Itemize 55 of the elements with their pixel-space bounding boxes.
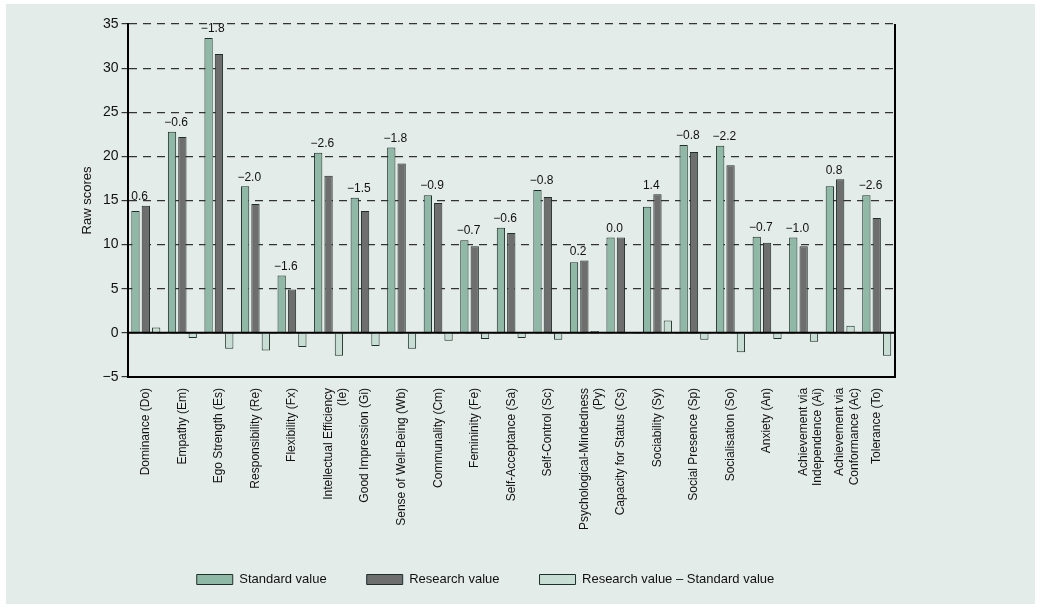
x-tick-label: Sociability (Sy) bbox=[649, 387, 664, 468]
x-tick-label: Femininity (Fe) bbox=[467, 387, 482, 468]
legend-label: Research value bbox=[409, 571, 500, 587]
x-tick-label: Self-Control (Sc) bbox=[540, 387, 555, 477]
annotation: −1.8 bbox=[383, 130, 408, 145]
x-tick-label: Capacity for Status (Cs) bbox=[613, 387, 628, 516]
x-tick-label: Communality (Cm) bbox=[430, 387, 445, 488]
x-tick-label: Ego Strength (Es) bbox=[211, 387, 226, 484]
x-tick-label: Good Impression (Gi) bbox=[357, 387, 372, 503]
x-tick-label: Responsibility (Re) bbox=[247, 387, 262, 489]
annotation: −2.2 bbox=[712, 129, 737, 144]
x-tick-label: Social Presence (Sp) bbox=[686, 387, 701, 501]
annotation: 0.2 bbox=[569, 243, 587, 258]
y-tick-label: 20 bbox=[102, 147, 119, 164]
y-tick-label: 10 bbox=[102, 235, 119, 252]
annotation: −0.6 bbox=[493, 211, 518, 226]
x-tick-label: Psychological-Mindedness (Py) bbox=[576, 387, 606, 531]
x-tick-label: Flexibility (Fx) bbox=[284, 387, 299, 462]
x-tick-label: Achievement via Conformance (Ac) bbox=[832, 387, 861, 486]
annotation: −0.7 bbox=[456, 223, 481, 238]
x-tick-label: Sense of Well-Being (Wb) bbox=[393, 387, 408, 526]
annotation: −2.0 bbox=[237, 169, 262, 184]
annotation: −2.6 bbox=[858, 178, 883, 193]
x-tick-label: Self-Acceptance (Sa) bbox=[503, 387, 518, 502]
y-tick-label: 30 bbox=[102, 58, 119, 75]
legend-label: Research value – Standard value bbox=[582, 571, 775, 587]
annotation: −1.6 bbox=[273, 258, 298, 273]
y-tick-label: −5 bbox=[102, 367, 119, 384]
annotation: −0.8 bbox=[529, 173, 554, 188]
annotation: 0.6 bbox=[131, 189, 149, 204]
x-tick-label: Dominance (Do) bbox=[138, 387, 153, 476]
x-tick-label: Empathy (Em) bbox=[174, 387, 189, 465]
annotation: −0.6 bbox=[164, 114, 189, 129]
x-tick-label: Anxiety (An) bbox=[759, 387, 774, 454]
x-tick-label: Socialisation (So) bbox=[722, 387, 737, 482]
y-tick-label: 0 bbox=[110, 323, 119, 340]
x-tick-label: Intellectual Efficiency (Ie) bbox=[320, 387, 350, 500]
annotation: −1.0 bbox=[785, 220, 810, 235]
annotation: 0.0 bbox=[606, 220, 624, 235]
annotation: −0.9 bbox=[420, 178, 445, 193]
y-axis-title: Raw scores bbox=[79, 166, 95, 235]
y-tick-label: 15 bbox=[102, 191, 119, 208]
x-tick-label: Achievement via Independence (Ai) bbox=[795, 387, 825, 487]
annotation: 1.4 bbox=[642, 177, 660, 192]
annotation: −0.8 bbox=[675, 128, 700, 143]
y-tick-label: 25 bbox=[102, 103, 119, 120]
legend-label: Standard value bbox=[239, 571, 327, 587]
annotation: 0.8 bbox=[825, 162, 843, 177]
y-tick-label: 5 bbox=[110, 279, 119, 296]
annotation: −1.8 bbox=[200, 21, 225, 36]
x-tick-label: Tolerance (To) bbox=[869, 387, 884, 464]
annotation: −2.6 bbox=[310, 136, 335, 151]
annotation: −0.7 bbox=[749, 219, 774, 234]
y-tick-label: 35 bbox=[102, 14, 119, 31]
annotation: −1.5 bbox=[347, 181, 372, 196]
